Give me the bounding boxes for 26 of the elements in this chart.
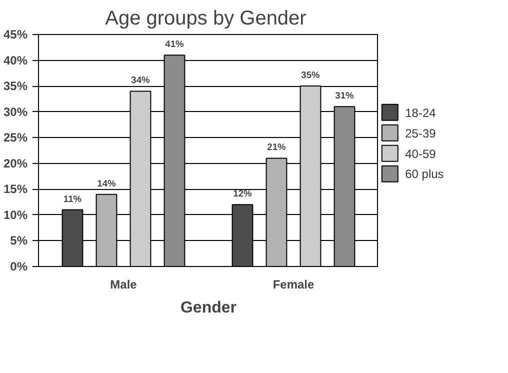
- x-tick-label: Male: [110, 278, 138, 292]
- y-tick-label: 5%: [10, 234, 28, 248]
- data-label: 21%: [267, 142, 287, 152]
- y-tick-label: 10%: [3, 208, 28, 222]
- legend-label: 60 plus: [405, 166, 444, 181]
- y-tick-label: 25%: [3, 130, 28, 145]
- y-tick-label: 30%: [3, 104, 28, 119]
- y-tick-label: 15%: [3, 182, 28, 196]
- x-axis-title: Gender: [180, 300, 237, 316]
- y-tick-label: 40%: [3, 53, 28, 68]
- legend-label: 18-24: [405, 106, 436, 120]
- x-tick-label: Female: [272, 278, 315, 292]
- y-tick-label: 45%: [3, 28, 28, 42]
- legend-label: 25-39: [405, 126, 436, 140]
- data-label: 35%: [301, 70, 321, 80]
- data-label: 11%: [63, 194, 82, 204]
- data-label: 41%: [165, 39, 185, 50]
- legend-label: 40-59: [405, 146, 436, 161]
- data-label: 12%: [233, 188, 253, 199]
- y-tick-label: 20%: [3, 156, 28, 170]
- y-tick-label: 0%: [10, 260, 28, 274]
- data-label: 31%: [335, 90, 355, 101]
- y-tick-label: 35%: [3, 79, 28, 94]
- data-label: 34%: [131, 75, 151, 86]
- data-label: 14%: [97, 178, 117, 188]
- chart-title: Age groups by Gender: [105, 8, 307, 30]
